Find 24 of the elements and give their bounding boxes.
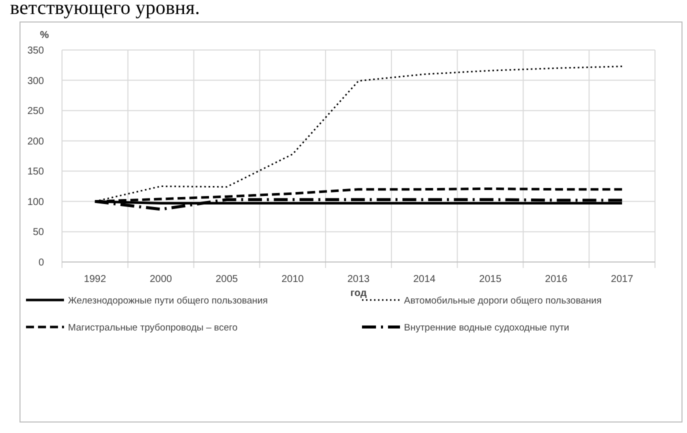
- y-tick-label: 250: [27, 106, 44, 118]
- y-tick-label: 100: [27, 196, 44, 208]
- y-tick-label: 300: [27, 76, 44, 87]
- x-axis-title: год: [350, 288, 368, 299]
- y-tick-label: 150: [27, 166, 44, 178]
- x-tick-label: 2000: [150, 274, 172, 285]
- y-tick-label: 350: [27, 46, 44, 56]
- y-tick-label: 200: [27, 136, 44, 148]
- text: ветствующего уровня.: [10, 0, 200, 19]
- legend-label: Магистральные трубопроводы – всего: [68, 322, 238, 334]
- x-tick-label: 2005: [216, 274, 238, 285]
- legend-label: Железнодорожные пути общего пользования: [68, 295, 268, 306]
- x-tick-label: 2016: [545, 274, 568, 285]
- x-tick-label: 2010: [281, 274, 304, 285]
- x-tick-label: 2015: [479, 274, 502, 285]
- x-tick-label: 2017: [610, 274, 634, 285]
- x-tick-label: 2014: [413, 274, 436, 285]
- legend-label: Автомобильные дороги общего пользования: [404, 295, 602, 306]
- y-tick-label: 0: [38, 258, 44, 268]
- x-tick-label: 2013: [347, 274, 370, 285]
- y-tick-label: 50: [32, 227, 44, 238]
- x-tick-label: 1992: [84, 274, 107, 285]
- legend-label: Внутренние водные судоходные пути: [404, 322, 570, 334]
- y-axis-title: %: [40, 30, 49, 41]
